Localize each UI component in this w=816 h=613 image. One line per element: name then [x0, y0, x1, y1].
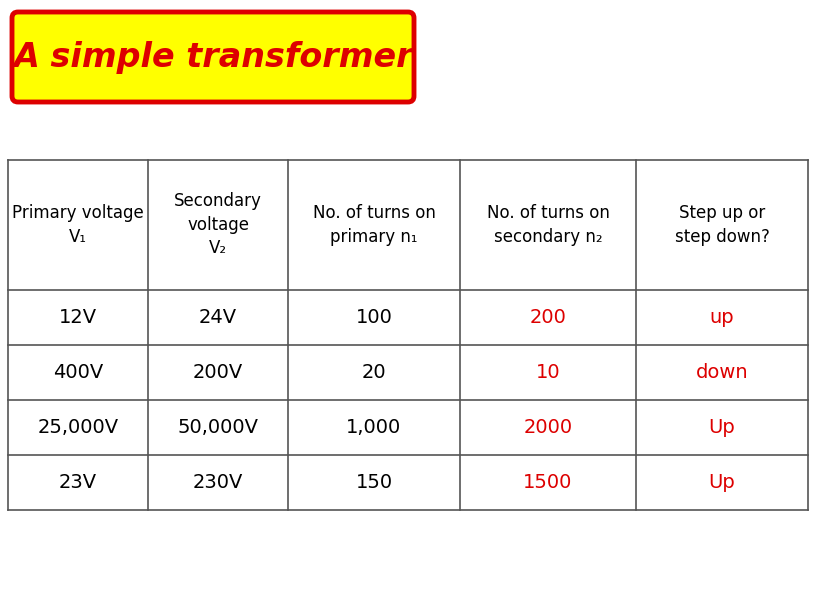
Text: 12V: 12V [59, 308, 97, 327]
Text: 20: 20 [361, 363, 386, 382]
Text: No. of turns on
secondary n₂: No. of turns on secondary n₂ [486, 204, 610, 246]
Text: No. of turns on
primary n₁: No. of turns on primary n₁ [313, 204, 436, 246]
Text: Up: Up [708, 473, 735, 492]
Text: Step up or
step down?: Step up or step down? [675, 204, 769, 246]
Text: 24V: 24V [199, 308, 237, 327]
Text: up: up [710, 308, 734, 327]
Text: 23V: 23V [59, 473, 97, 492]
Text: 200: 200 [530, 308, 566, 327]
Text: 230V: 230V [193, 473, 243, 492]
Text: Up: Up [708, 418, 735, 437]
Text: Secondary
voltage
V₂: Secondary voltage V₂ [174, 192, 262, 257]
Text: 400V: 400V [53, 363, 103, 382]
Text: 100: 100 [356, 308, 392, 327]
Text: down: down [696, 363, 748, 382]
Text: 50,000V: 50,000V [178, 418, 259, 437]
Text: 150: 150 [356, 473, 392, 492]
Text: 200V: 200V [193, 363, 243, 382]
Text: 10: 10 [535, 363, 561, 382]
FancyBboxPatch shape [12, 12, 414, 102]
Text: 2000: 2000 [523, 418, 573, 437]
Text: Primary voltage
V₁: Primary voltage V₁ [12, 204, 144, 246]
Text: 25,000V: 25,000V [38, 418, 118, 437]
Text: 1,000: 1,000 [346, 418, 401, 437]
Text: A simple transformer: A simple transformer [13, 40, 413, 74]
Text: 1500: 1500 [523, 473, 573, 492]
